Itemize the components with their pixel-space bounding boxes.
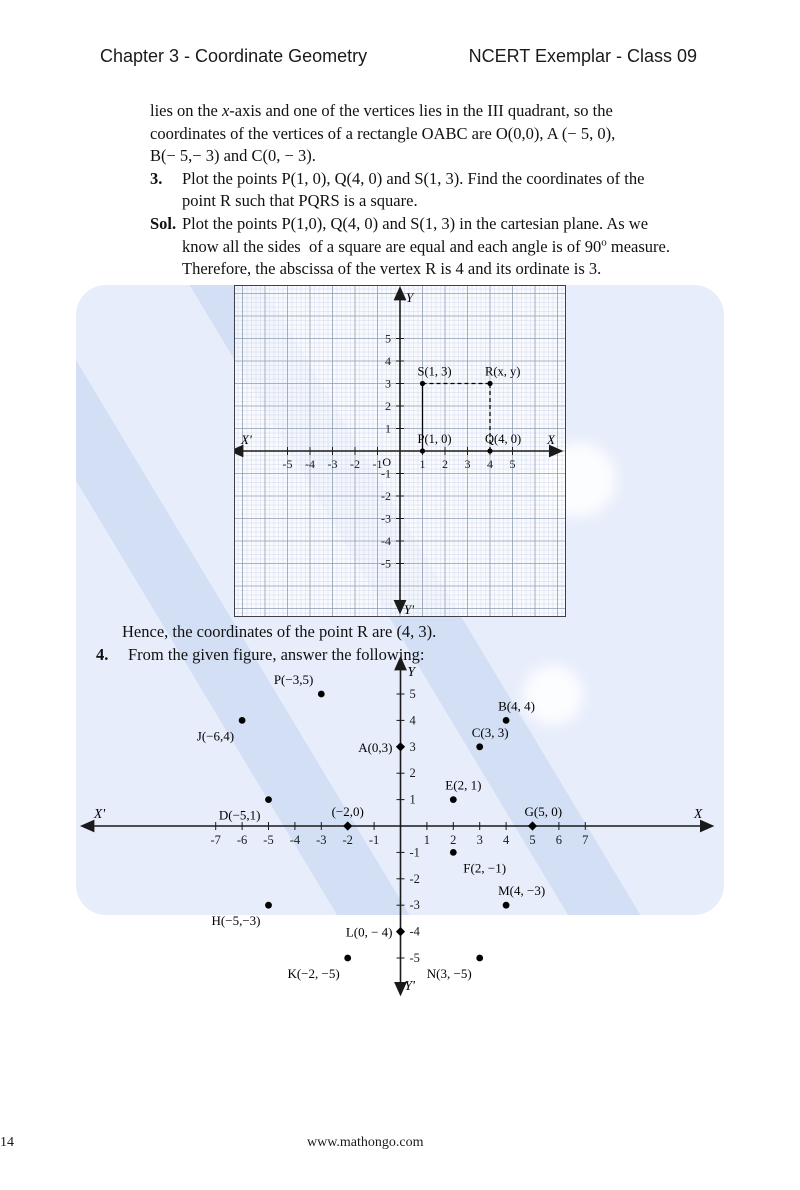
svg-text:2: 2 bbox=[450, 833, 456, 847]
svg-text:3: 3 bbox=[477, 833, 483, 847]
svg-text:4: 4 bbox=[487, 457, 493, 471]
svg-text:B(4, 4): B(4, 4) bbox=[498, 698, 535, 713]
svg-text:-4: -4 bbox=[305, 457, 315, 471]
svg-text:1: 1 bbox=[420, 457, 426, 471]
svg-text:-4: -4 bbox=[410, 925, 421, 939]
svg-text:7: 7 bbox=[582, 833, 588, 847]
svg-text:-3: -3 bbox=[410, 898, 420, 912]
svg-text:Y': Y' bbox=[404, 602, 414, 616]
svg-text:5: 5 bbox=[385, 332, 391, 346]
svg-text:X: X bbox=[693, 806, 703, 821]
svg-text:3: 3 bbox=[385, 377, 391, 391]
svg-text:1: 1 bbox=[385, 422, 391, 436]
svg-text:-1: -1 bbox=[410, 845, 420, 859]
svg-text:1: 1 bbox=[410, 793, 416, 807]
svg-text:-2: -2 bbox=[381, 489, 391, 503]
svg-text:D(−5,1): D(−5,1) bbox=[219, 808, 261, 823]
svg-text:1: 1 bbox=[424, 833, 430, 847]
svg-text:-7: -7 bbox=[210, 833, 220, 847]
svg-text:-1: -1 bbox=[369, 833, 379, 847]
svg-text:G(5, 0): G(5, 0) bbox=[525, 804, 563, 819]
svg-text:A(0,3): A(0,3) bbox=[358, 740, 392, 755]
svg-text:4: 4 bbox=[410, 713, 417, 727]
svg-text:C(3, 3): C(3, 3) bbox=[472, 725, 509, 740]
svg-text:-4: -4 bbox=[381, 534, 391, 548]
svg-text:M(4, −3): M(4, −3) bbox=[498, 883, 545, 898]
svg-text:Y: Y bbox=[408, 664, 417, 679]
svg-text:P(−3,5): P(−3,5) bbox=[274, 672, 313, 687]
svg-text:-2: -2 bbox=[342, 833, 352, 847]
svg-text:O: O bbox=[382, 455, 391, 469]
svg-text:E(2, 1): E(2, 1) bbox=[445, 778, 481, 793]
svg-text:X: X bbox=[546, 432, 556, 447]
svg-text:R(x, y): R(x, y) bbox=[485, 365, 520, 379]
svg-text:(−2,0): (−2,0) bbox=[332, 804, 364, 819]
svg-text:3: 3 bbox=[410, 740, 416, 754]
svg-text:2: 2 bbox=[442, 457, 448, 471]
svg-text:2: 2 bbox=[410, 766, 416, 780]
svg-text:-3: -3 bbox=[381, 512, 391, 526]
svg-text:S(1, 3): S(1, 3) bbox=[418, 365, 452, 379]
svg-text:5: 5 bbox=[410, 687, 416, 701]
svg-text:3: 3 bbox=[465, 457, 471, 471]
svg-text:4: 4 bbox=[385, 354, 391, 368]
svg-text:K(−2, −5): K(−2, −5) bbox=[287, 966, 339, 981]
svg-text:P(1, 0): P(1, 0) bbox=[418, 432, 452, 446]
svg-text:-5: -5 bbox=[263, 833, 273, 847]
svg-text:5: 5 bbox=[510, 457, 516, 471]
svg-text:-4: -4 bbox=[290, 833, 301, 847]
svg-text:5: 5 bbox=[529, 833, 535, 847]
svg-text:X': X' bbox=[240, 432, 252, 447]
svg-text:N(3, −5): N(3, −5) bbox=[427, 966, 472, 981]
svg-text:H(−5,−3): H(−5,−3) bbox=[212, 913, 261, 928]
svg-text:-2: -2 bbox=[350, 457, 360, 471]
svg-text:F(2, −1): F(2, −1) bbox=[463, 860, 506, 875]
svg-text:Q(4, 0): Q(4, 0) bbox=[485, 432, 521, 446]
svg-text:-6: -6 bbox=[237, 833, 247, 847]
svg-text:-3: -3 bbox=[316, 833, 326, 847]
svg-text:Y': Y' bbox=[405, 978, 417, 993]
svg-text:6: 6 bbox=[556, 833, 562, 847]
svg-text:2: 2 bbox=[385, 399, 391, 413]
svg-text:X': X' bbox=[93, 806, 106, 821]
svg-text:-5: -5 bbox=[283, 457, 293, 471]
svg-text:-2: -2 bbox=[410, 872, 420, 886]
svg-text:J(−6,4): J(−6,4) bbox=[197, 728, 234, 743]
svg-text:4: 4 bbox=[503, 833, 510, 847]
svg-text:-5: -5 bbox=[410, 951, 420, 965]
svg-text:-5: -5 bbox=[381, 557, 391, 571]
svg-text:-3: -3 bbox=[328, 457, 338, 471]
svg-text:L(0, − 4): L(0, − 4) bbox=[346, 925, 393, 940]
